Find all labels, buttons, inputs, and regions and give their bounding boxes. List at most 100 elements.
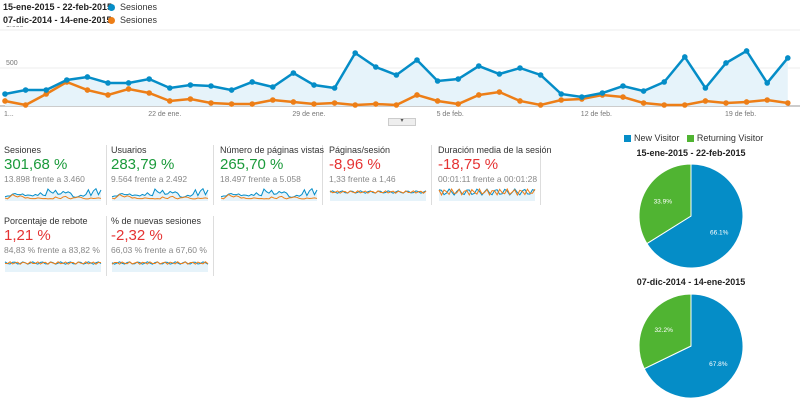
data-point[interactable] (373, 64, 379, 70)
data-point[interactable] (743, 99, 750, 105)
data-point[interactable] (249, 79, 255, 85)
data-point[interactable] (208, 83, 214, 89)
data-point[interactable] (517, 65, 523, 71)
data-point[interactable] (187, 96, 194, 102)
data-point[interactable] (2, 91, 8, 97)
data-point[interactable] (476, 92, 482, 98)
data-point[interactable] (352, 50, 359, 56)
data-point[interactable] (373, 101, 379, 107)
data-point[interactable] (723, 60, 729, 66)
data-point[interactable] (331, 100, 338, 106)
data-point[interactable] (228, 101, 235, 107)
data-point[interactable] (455, 76, 462, 82)
data-point[interactable] (723, 100, 729, 106)
x-tick-label: 12 de feb. (581, 111, 612, 118)
sparkline-previous (4, 193, 102, 200)
data-point[interactable] (620, 83, 626, 89)
metric-card[interactable]: Número de páginas vistas 265,70 % 18.497… (218, 145, 324, 205)
data-point[interactable] (125, 80, 132, 86)
data-point[interactable] (311, 101, 317, 107)
data-point[interactable] (2, 98, 8, 104)
legend-metric[interactable]: Sesiones (120, 15, 158, 25)
data-point[interactable] (208, 100, 214, 106)
data-point[interactable] (785, 55, 791, 61)
data-point[interactable] (352, 102, 359, 108)
pie-legend-new[interactable]: New Visitor (624, 133, 679, 143)
data-point[interactable] (640, 88, 647, 94)
data-point[interactable] (187, 82, 194, 88)
data-point[interactable] (537, 72, 544, 78)
data-point[interactable] (393, 72, 400, 78)
data-point[interactable] (167, 85, 173, 91)
data-point[interactable] (290, 70, 297, 76)
pie-slice[interactable] (638, 293, 692, 370)
data-point[interactable] (640, 100, 647, 106)
data-point[interactable] (105, 92, 111, 98)
data-point[interactable] (558, 97, 564, 103)
metric-card[interactable]: % de nuevas sesiones -2,32 % 66,03 % fre… (109, 216, 214, 276)
data-point[interactable] (43, 87, 49, 93)
data-point[interactable] (558, 91, 564, 97)
data-point[interactable] (537, 102, 544, 108)
metric-card[interactable]: Sesiones 301,68 % 13.898 frente a 3.460 (2, 145, 107, 205)
data-point[interactable] (270, 84, 276, 90)
data-point[interactable] (661, 102, 667, 108)
chart-resize-handle[interactable]: ▾ (388, 118, 416, 126)
data-point[interactable] (84, 87, 91, 93)
data-point[interactable] (682, 54, 688, 60)
data-point[interactable] (702, 98, 709, 104)
sparkline-current (4, 187, 102, 198)
data-point[interactable] (434, 78, 441, 84)
data-point[interactable] (228, 87, 235, 93)
metric-title: % de nuevas sesiones (111, 216, 202, 226)
pie-slice[interactable] (646, 163, 744, 269)
data-point[interactable] (579, 94, 585, 100)
data-point[interactable] (43, 91, 49, 97)
data-point[interactable] (702, 85, 709, 91)
data-point[interactable] (146, 90, 152, 96)
data-point[interactable] (599, 90, 606, 96)
data-point[interactable] (620, 94, 626, 100)
data-point[interactable] (331, 85, 338, 91)
data-point[interactable] (414, 57, 420, 63)
data-point[interactable] (743, 48, 750, 54)
metric-card[interactable]: Duración media de la sesión -18,75 % 00:… (436, 145, 552, 205)
metric-card[interactable]: Porcentaje de rebote 1,21 % 84,83 % fren… (2, 216, 107, 276)
data-point[interactable] (105, 80, 111, 86)
data-point[interactable] (249, 101, 255, 107)
data-point[interactable] (22, 87, 29, 93)
y-tick-label: 1.000 (6, 26, 24, 29)
pie-legend-returning[interactable]: Returning Visitor (686, 133, 763, 143)
data-point[interactable] (146, 76, 152, 82)
sparkline-previous (438, 187, 536, 197)
data-point[interactable] (764, 80, 770, 86)
x-tick-label: 1... (4, 111, 14, 118)
data-point[interactable] (290, 99, 297, 105)
data-point[interactable] (270, 97, 276, 103)
data-point[interactable] (682, 102, 688, 108)
data-point[interactable] (455, 101, 462, 107)
data-point[interactable] (84, 74, 91, 80)
data-point[interactable] (496, 89, 503, 95)
metric-card[interactable]: Usuarios 283,79 % 9.564 frente a 2.492 (109, 145, 214, 205)
data-point[interactable] (167, 98, 173, 104)
data-point[interactable] (764, 97, 770, 103)
data-point[interactable] (661, 79, 667, 85)
data-point[interactable] (311, 82, 317, 88)
sparkline (220, 187, 318, 201)
data-point[interactable] (22, 102, 29, 108)
data-point[interactable] (517, 98, 523, 104)
data-point[interactable] (496, 71, 503, 77)
metric-comparison: 84,83 % frente a 83,82 % (4, 245, 100, 255)
pie-slice[interactable] (643, 293, 744, 399)
data-point[interactable] (414, 92, 420, 98)
data-point[interactable] (476, 63, 482, 69)
pie-slice[interactable] (638, 163, 692, 245)
data-point[interactable] (125, 86, 132, 92)
legend-metric[interactable]: Sesiones (120, 2, 158, 12)
metric-card[interactable]: Páginas/sesión -8,96 % 1,33 frente a 1,4… (327, 145, 432, 205)
data-point[interactable] (785, 100, 791, 106)
data-point[interactable] (64, 77, 70, 83)
data-point[interactable] (434, 98, 441, 104)
data-point[interactable] (393, 102, 400, 108)
